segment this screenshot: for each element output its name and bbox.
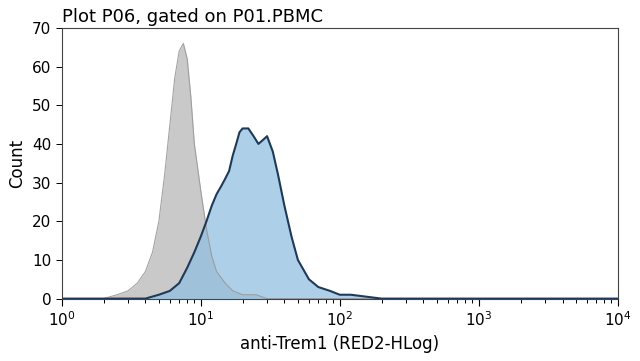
Y-axis label: Count: Count [8, 139, 26, 188]
X-axis label: anti-Trem1 (RED2-HLog): anti-Trem1 (RED2-HLog) [240, 335, 439, 353]
Text: Plot P06, gated on P01.PBMC: Plot P06, gated on P01.PBMC [61, 8, 323, 26]
